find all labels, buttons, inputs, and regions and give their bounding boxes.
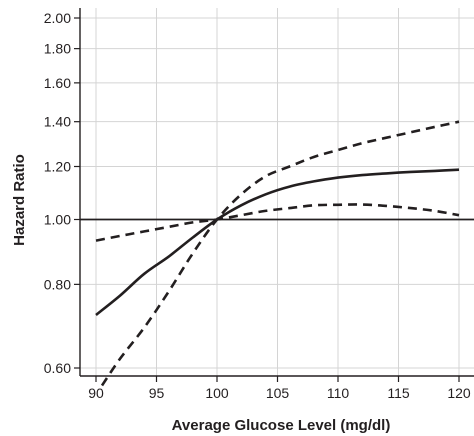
x-axis-ticks: 90 95 100 105 110 115 120	[88, 376, 471, 401]
x-tick-label: 120	[447, 385, 471, 401]
x-tick-label: 100	[205, 385, 229, 401]
x-axis-title: Average Glucose Level (mg/dl)	[172, 417, 391, 434]
hazard-ratio-line	[95, 168, 460, 317]
y-tick-label: 1.80	[44, 41, 71, 57]
y-tick-label: 1.00	[44, 212, 71, 228]
confidence-band-line-1	[95, 203, 460, 242]
series-group	[95, 120, 460, 387]
x-tick-label: 95	[149, 385, 165, 401]
y-tick-label: 2.00	[44, 10, 71, 26]
x-tick-label: 110	[327, 385, 350, 401]
y-tick-label: 1.60	[44, 75, 71, 91]
x-tick-label: 90	[88, 385, 104, 401]
y-axis-title: Hazard Ratio	[11, 154, 28, 246]
y-tick-label: 0.80	[44, 276, 71, 292]
y-tick-label: 0.60	[44, 360, 71, 376]
y-tick-label: 1.40	[44, 114, 71, 130]
x-tick-label: 105	[266, 385, 290, 401]
y-tick-label: 1.20	[44, 158, 71, 174]
x-tick-label: 115	[387, 385, 410, 401]
confidence-band-line-2	[100, 120, 460, 387]
grid-lines	[80, 8, 474, 376]
y-axis-ticks: 0.60 0.80 1.00 1.20 1.40 1.60 1.80 2.00	[44, 10, 80, 376]
